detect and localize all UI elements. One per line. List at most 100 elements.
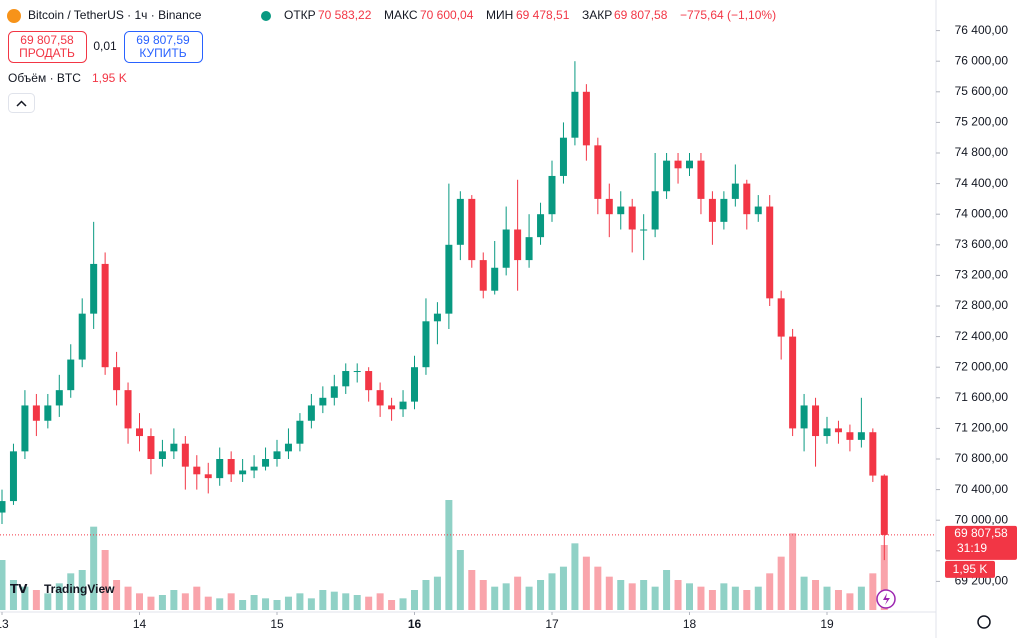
collapse-button[interactable] xyxy=(8,93,35,113)
candle-body xyxy=(456,198,464,245)
candle-body xyxy=(0,501,6,513)
candle-body xyxy=(731,183,739,199)
y-tick-label: 75 200,00 xyxy=(955,115,1009,129)
volume-bar xyxy=(319,590,327,610)
volume-bar xyxy=(411,590,418,610)
volume-bar xyxy=(697,586,705,610)
status-dot xyxy=(261,11,271,21)
y-tick-label: 71 200,00 xyxy=(955,421,1009,435)
candle-body xyxy=(78,313,86,360)
logo: TradingView xyxy=(44,582,115,596)
candle-body xyxy=(640,229,648,231)
candle-body xyxy=(720,198,728,222)
buy-price: 69 807,59 xyxy=(136,33,190,47)
candle-body xyxy=(491,267,499,291)
buy-button[interactable] xyxy=(124,31,203,63)
close-label: ЗАКР xyxy=(582,8,612,22)
y-tick-label: 72 800,00 xyxy=(955,298,1009,312)
countdown: 31:19 xyxy=(957,541,987,555)
volume-bar xyxy=(731,586,739,610)
coin-icon xyxy=(7,9,21,23)
volume-bar xyxy=(777,556,785,610)
candle-body xyxy=(239,470,247,475)
y-tick-label: 76 000,00 xyxy=(955,53,1009,67)
candle-body xyxy=(399,401,407,410)
volume-bar xyxy=(193,586,201,610)
volume-bar xyxy=(468,570,476,610)
volume-bar xyxy=(170,590,178,610)
x-tick-label: 15 xyxy=(270,617,284,631)
volume-bar xyxy=(227,593,235,610)
settings-button[interactable] xyxy=(977,615,991,629)
x-tick-label: 17 xyxy=(545,617,559,631)
candle-body xyxy=(812,405,820,437)
change: −775,64 (−1,10%) xyxy=(680,8,776,22)
volume-axis-label: 1,95 K xyxy=(953,562,988,576)
volume-bar xyxy=(9,580,17,610)
volume-bar xyxy=(479,580,487,610)
volume-bar xyxy=(90,526,98,610)
candle-body xyxy=(250,466,258,471)
x-tick-label: 14 xyxy=(133,617,147,631)
sell-button[interactable] xyxy=(8,31,87,63)
volume-bar xyxy=(743,590,751,610)
volume-bar xyxy=(766,573,774,610)
y-tick-label: 72 000,00 xyxy=(955,359,1009,373)
y-tick-label: 73 200,00 xyxy=(955,268,1009,282)
volume-bar xyxy=(376,593,384,610)
plot-area xyxy=(0,61,936,610)
volume-bar xyxy=(181,593,189,610)
candle-body xyxy=(376,390,384,406)
y-tick-label: 70 800,00 xyxy=(955,451,1009,465)
open-value: 70 583,22 xyxy=(318,8,372,22)
x-tick-label: 16 xyxy=(408,617,422,631)
lightning-icon xyxy=(883,593,890,605)
y-tick-label: 76 400,00 xyxy=(955,23,1009,37)
candle-body xyxy=(869,432,877,476)
candle-body xyxy=(571,91,579,138)
volume-bar xyxy=(239,600,247,610)
candle-body xyxy=(537,214,545,238)
candle-body xyxy=(823,428,831,437)
candle-body xyxy=(777,298,785,337)
volume-bar xyxy=(548,573,556,610)
candle-body xyxy=(55,390,63,406)
candle-body xyxy=(846,432,854,440)
candle-body xyxy=(284,443,292,452)
volume-bar xyxy=(67,573,75,610)
candle-body xyxy=(388,405,396,410)
candle-body xyxy=(147,436,155,459)
y-tick-label: 70 400,00 xyxy=(955,482,1009,496)
spread: 0,01 xyxy=(93,39,117,53)
volume-bar xyxy=(720,583,728,610)
candle-body xyxy=(44,405,52,421)
volume-bar xyxy=(663,570,671,610)
candle-body xyxy=(468,198,476,261)
candle-body xyxy=(9,451,17,502)
candle-body xyxy=(559,137,567,176)
high-label: МАКС xyxy=(384,8,418,22)
candle-body xyxy=(307,405,315,421)
price-label: 69 807,58 xyxy=(954,526,1008,540)
volume-bar xyxy=(124,586,132,610)
volume-bar xyxy=(594,566,602,610)
low-value: 69 478,51 xyxy=(516,8,570,22)
candle-body xyxy=(525,237,533,261)
candle-body xyxy=(262,459,270,467)
volume-bar xyxy=(365,596,373,610)
candle-body xyxy=(296,420,304,444)
candle-body xyxy=(514,229,522,261)
candle-body xyxy=(857,432,865,440)
volume-bar xyxy=(158,595,166,610)
volume-bar xyxy=(307,598,315,610)
y-tick-label: 73 600,00 xyxy=(955,237,1009,251)
volume-bar xyxy=(32,590,40,610)
volume-bar xyxy=(559,566,567,610)
volume-bar xyxy=(422,580,430,610)
symbol[interactable]: Bitcoin / TetherUS · 1ч · Binance xyxy=(28,8,202,22)
price-label-bg xyxy=(945,525,1017,560)
candle-body xyxy=(502,229,510,268)
y-tick-label: 74 400,00 xyxy=(955,176,1009,190)
